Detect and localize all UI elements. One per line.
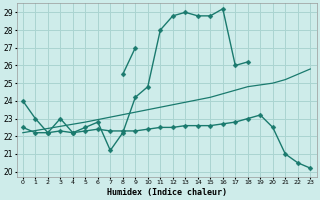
X-axis label: Humidex (Indice chaleur): Humidex (Indice chaleur) bbox=[107, 188, 227, 197]
